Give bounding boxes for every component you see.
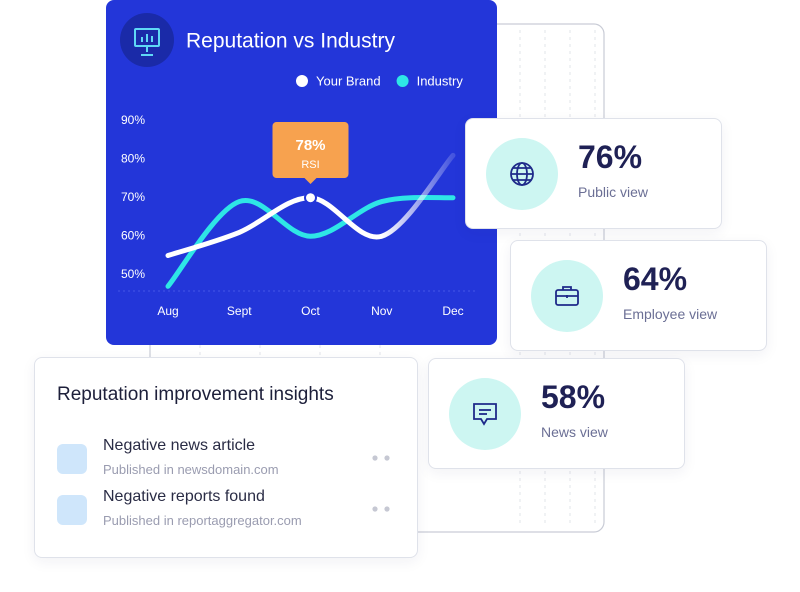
annotation-value: 78%	[295, 137, 325, 154]
stat-icon	[486, 138, 558, 210]
series-line	[165, 194, 456, 289]
insights-card: Reputation improvement insights Negative…	[34, 357, 418, 558]
stat-label: News view	[541, 424, 608, 440]
annotation-box	[272, 122, 349, 184]
x-tick-label: Nov	[371, 304, 392, 318]
stat-label: Employee view	[623, 306, 718, 322]
item-title: Negative reports found	[103, 488, 265, 505]
legend-label: Industry	[417, 73, 464, 88]
stat-card: 58% News view	[428, 358, 685, 469]
stat-card: 76% Public view	[465, 118, 722, 229]
stat-value: 76%	[578, 139, 643, 175]
item-icon	[57, 444, 87, 474]
x-tick-label: Aug	[157, 304, 178, 318]
item-source: Published in reportaggregator.com	[103, 513, 302, 528]
item-title: Negative news article	[103, 437, 256, 454]
chart-title: Reputation vs Industry	[186, 30, 395, 53]
x-tick-label: Dec	[442, 304, 463, 318]
stat-label: Public view	[578, 184, 649, 200]
stat-value: 58%	[541, 379, 606, 415]
x-tick-label: Sept	[227, 304, 252, 318]
x-tick-label: Oct	[301, 304, 320, 318]
y-tick-label: 70%	[121, 190, 145, 204]
item-icon	[57, 495, 87, 525]
y-tick-label: 60%	[121, 228, 145, 242]
stat-icon	[449, 378, 521, 450]
y-tick-label: 50%	[121, 267, 145, 281]
annotation-point	[304, 191, 317, 205]
chart-panel: Reputation vs Industry Your Brand Industr…	[106, 0, 497, 345]
legend-swatch	[396, 75, 409, 87]
stat-value: 64%	[623, 261, 688, 297]
stat-icon	[531, 260, 603, 332]
item-source: Published in newsdomain.com	[103, 462, 279, 477]
item-menu[interactable]	[372, 506, 392, 512]
legend-swatch	[296, 75, 308, 87]
y-tick-label: 90%	[121, 113, 145, 127]
stat-card: 64% Employee view	[510, 240, 767, 351]
insights-title: Reputation improvement insights	[57, 384, 334, 405]
annotation-label: RSI	[301, 159, 319, 171]
y-tick-label: 80%	[121, 151, 145, 165]
legend-label: Your Brand	[316, 73, 381, 88]
item-menu[interactable]	[372, 455, 392, 461]
